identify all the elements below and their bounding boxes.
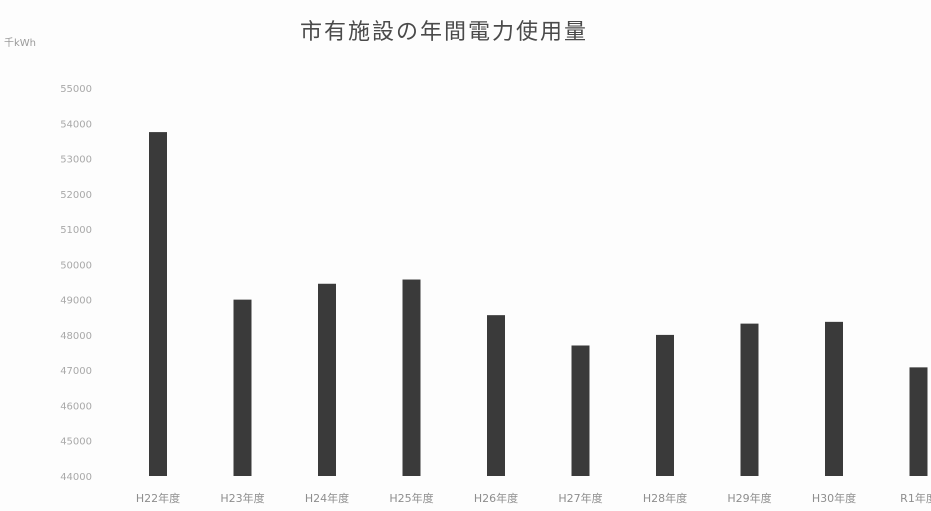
x-category-label: H30年度 (812, 491, 856, 505)
bar-8 (740, 323, 759, 476)
y-tick-label: 46000 (60, 401, 92, 412)
y-tick-label: 44000 (60, 472, 92, 483)
bar-3 (318, 283, 336, 476)
y-tick-label: 51000 (60, 225, 92, 236)
y-tick-label: 47000 (60, 366, 92, 377)
y-tick-label: 48000 (60, 331, 92, 342)
bar-2 (233, 299, 252, 476)
y-tick-label: 50000 (60, 260, 92, 271)
y-axis-unit-label: 千kWh (4, 38, 37, 49)
bar-1 (149, 132, 167, 476)
bar-7 (656, 334, 674, 476)
x-category-label: H22年度 (136, 491, 180, 505)
bar-10 (909, 367, 928, 476)
y-tick-label: 55000 (60, 84, 92, 95)
chart-title: 市有施設の年間電力使用量 (300, 20, 589, 45)
y-tick-label: 53000 (60, 155, 92, 166)
x-category-label: R1年度 (900, 491, 931, 505)
y-tick-label: 52000 (60, 190, 92, 201)
x-category-label: H23年度 (220, 491, 264, 505)
x-category-label: H26年度 (474, 491, 518, 505)
y-tick-label: 45000 (60, 437, 92, 448)
x-category-label: H29年度 (727, 491, 771, 505)
x-category-label: H25年度 (389, 491, 433, 505)
x-category-label: H27年度 (558, 491, 602, 505)
bar-9 (825, 321, 843, 476)
bar-4 (402, 279, 421, 476)
y-tick-label: 54000 (60, 119, 92, 130)
x-category-label: H24年度 (305, 491, 349, 505)
bar-5 (487, 315, 505, 476)
y-tick-label: 49000 (60, 296, 92, 307)
bar-6 (571, 345, 590, 476)
x-category-label: H28年度 (643, 491, 687, 505)
